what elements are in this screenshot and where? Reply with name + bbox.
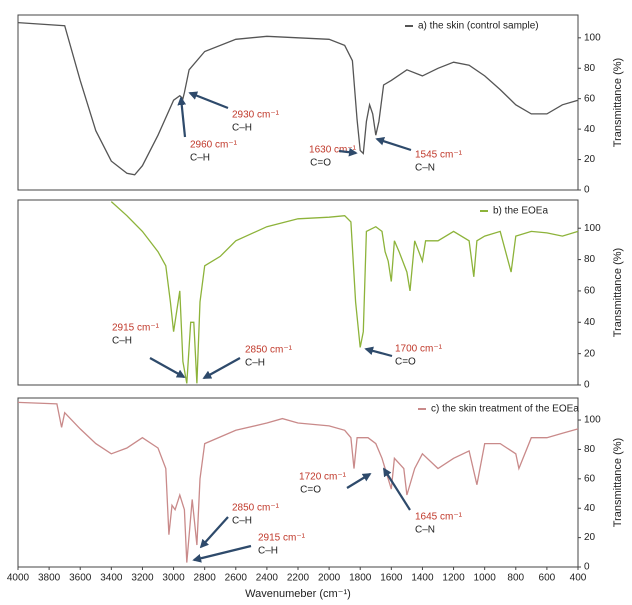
- x-tick-label: 1000: [474, 573, 497, 584]
- y-axis-label: Transmittance (%): [612, 58, 624, 147]
- annotation-arrow: [338, 147, 358, 157]
- y-tick-label: 0: [584, 380, 590, 391]
- annotation-wavenumber: 1545 cm⁻¹: [415, 150, 463, 161]
- legend-label: b) the EOEa: [493, 206, 548, 217]
- annotation-arrow: [202, 357, 241, 379]
- annotation-wavenumber: 2960 cm⁻¹: [190, 140, 238, 151]
- annotation-wavenumber: 1700 cm⁻¹: [395, 344, 443, 355]
- annotation-wavenumber: 2915 cm⁻¹: [258, 533, 306, 544]
- spectrum-line: [17, 401, 579, 563]
- annotation-arrow: [383, 467, 411, 511]
- x-tick-label: 600: [539, 573, 556, 584]
- y-tick-label: 60: [584, 93, 596, 104]
- annotation-bond: C–N: [415, 525, 435, 536]
- annotation-wavenumber: 2915 cm⁻¹: [112, 323, 160, 334]
- annotation-wavenumber: 1720 cm⁻¹: [299, 472, 347, 483]
- y-tick-label: 20: [584, 154, 596, 165]
- y-tick-label: 100: [584, 415, 601, 426]
- y-tick-label: 80: [584, 444, 596, 455]
- y-axis-label: Transmittance (%): [612, 438, 624, 527]
- x-tick-label: 3400: [100, 573, 123, 584]
- annotation-arrow: [188, 91, 229, 110]
- legend-label: c) the skin treatment of the EOEa: [431, 404, 579, 415]
- x-tick-label: 1200: [442, 573, 465, 584]
- annotation-wavenumber: 2850 cm⁻¹: [245, 345, 293, 356]
- x-tick-label: 2600: [225, 573, 248, 584]
- x-tick-label: 800: [507, 573, 524, 584]
- y-tick-label: 40: [584, 503, 596, 514]
- spectrum-line: [17, 21, 579, 176]
- annotation-bond: C–N: [415, 163, 435, 174]
- x-tick-label: 2200: [287, 573, 310, 584]
- annotation-arrow: [149, 357, 186, 378]
- annotation-wavenumber: 2930 cm⁻¹: [232, 110, 280, 121]
- annotation-arrow: [346, 473, 372, 489]
- x-axis-label: Wavenumeber (cm⁻¹): [245, 588, 351, 600]
- y-tick-label: 100: [584, 223, 601, 234]
- annotation-bond: C=O: [310, 158, 331, 169]
- annotation-wavenumber: 1630 cm⁻¹: [309, 145, 357, 156]
- annotation-arrow: [199, 516, 229, 549]
- y-tick-label: 0: [584, 562, 590, 573]
- x-tick-label: 1600: [380, 573, 403, 584]
- y-tick-label: 40: [584, 124, 596, 135]
- annotation-arrow: [192, 544, 252, 563]
- y-axis-label: Transmittance (%): [612, 248, 624, 337]
- x-tick-label: 3600: [69, 573, 92, 584]
- x-tick-label: 4000: [7, 573, 30, 584]
- annotation-bond: C–H: [112, 336, 132, 347]
- annotation-bond: C=O: [300, 485, 321, 496]
- x-tick-label: 3800: [38, 573, 61, 584]
- annotation-arrow: [177, 96, 187, 138]
- annotation-bond: C–H: [258, 546, 278, 557]
- y-tick-label: 0: [584, 185, 590, 196]
- plot-frame: [17, 14, 579, 191]
- annotation-arrow: [364, 346, 393, 358]
- x-tick-label: 2800: [194, 573, 217, 584]
- plot-frame: [17, 199, 579, 386]
- x-tick-label: 1800: [349, 573, 372, 584]
- annotation-bond: C–H: [232, 123, 252, 134]
- x-tick-label: 1400: [411, 573, 434, 584]
- y-tick-label: 100: [584, 32, 601, 43]
- y-tick-label: 20: [584, 532, 596, 543]
- annotation-wavenumber: 1645 cm⁻¹: [415, 512, 463, 523]
- y-tick-label: 80: [584, 254, 596, 265]
- x-tick-label: 400: [570, 573, 587, 584]
- x-tick-label: 3000: [162, 573, 185, 584]
- y-tick-label: 40: [584, 317, 596, 328]
- annotation-bond: C–H: [245, 358, 265, 369]
- spectrum-line: [110, 201, 579, 384]
- y-tick-label: 80: [584, 63, 596, 74]
- annotation-bond: C–H: [232, 516, 252, 527]
- annotation-bond: C–H: [190, 153, 210, 164]
- annotation-wavenumber: 2850 cm⁻¹: [232, 503, 280, 514]
- y-tick-label: 20: [584, 348, 596, 359]
- annotation-arrow: [375, 136, 412, 152]
- x-tick-label: 2000: [318, 573, 341, 584]
- legend-label: a) the skin (control sample): [418, 21, 539, 32]
- y-tick-label: 60: [584, 473, 596, 484]
- x-tick-label: 3200: [131, 573, 154, 584]
- annotation-bond: C=O: [395, 357, 416, 368]
- y-tick-label: 60: [584, 286, 596, 297]
- x-tick-label: 2400: [256, 573, 279, 584]
